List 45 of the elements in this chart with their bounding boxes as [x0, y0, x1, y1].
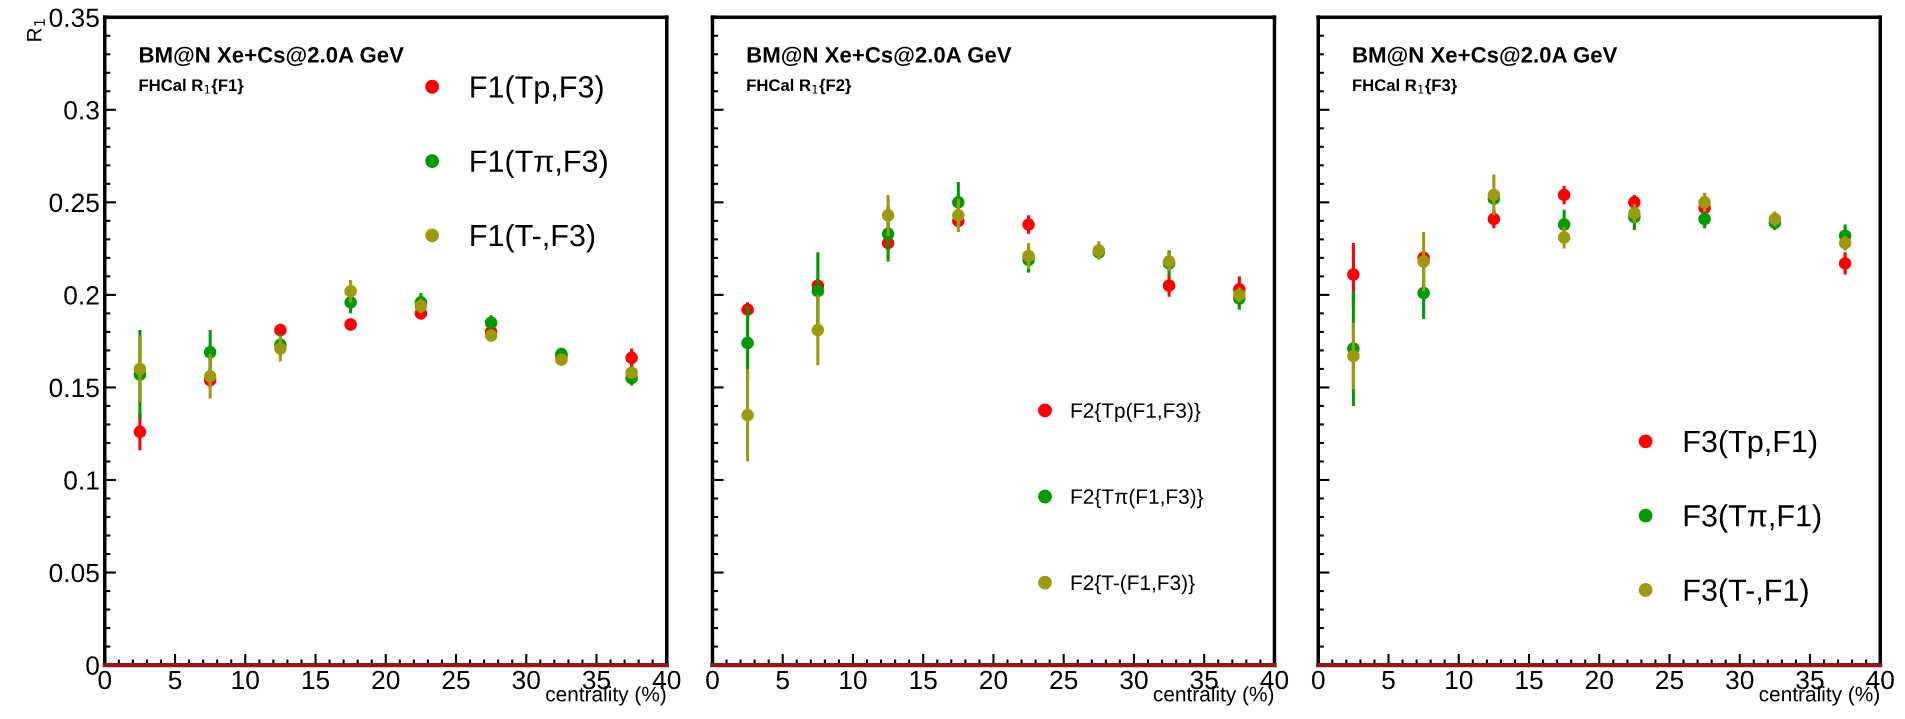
x-tick-label: 30 — [1726, 670, 1754, 690]
annotation: BM@N Xe+Cs@2.0A GeV — [139, 46, 404, 67]
x-tick-label: 0 — [98, 670, 112, 690]
legend-label: F1(Tp,F3) — [471, 75, 603, 104]
annotation: BM@N Xe+Cs@2.0A GeV — [1353, 46, 1618, 67]
x-tick-label: 15 — [910, 670, 937, 690]
y-tick-label: 0.35 — [49, 8, 99, 28]
legend-label: F2{Tp(F1,F3)} — [1071, 402, 1201, 423]
y-tick-label: 0.05 — [49, 563, 99, 583]
x-tick-label: 15 — [1516, 670, 1543, 690]
y-tick-label: 0.3 — [64, 100, 99, 120]
x-tick-label: 10 — [1446, 670, 1473, 690]
legend-label: F2{Tπ(F1,F3)} — [1071, 488, 1204, 509]
x-tick-label: 5 — [168, 670, 182, 690]
x-tick-label: 20 — [980, 670, 1008, 690]
x-tick-label: 0 — [706, 670, 719, 690]
legend-label: F3(Tp,F1) — [1684, 429, 1817, 459]
x-tick-label: 10 — [232, 670, 259, 690]
legend-label: F2{T-(F1,F3)} — [1071, 574, 1195, 595]
x-tick-label: 30 — [512, 670, 540, 690]
annotation: FHCal R$_{1}${F2} — [747, 78, 852, 95]
x-tick-label: 5 — [776, 670, 789, 690]
legend-label: F1(Tπ,F3) — [471, 149, 607, 179]
x-tick-label: 0 — [1311, 670, 1325, 690]
y-tick-label: 0.1 — [64, 471, 99, 490]
x-tick-label: 5 — [1382, 670, 1395, 690]
x-tick-label: 20 — [372, 670, 400, 690]
x-tick-label: 25 — [442, 670, 470, 690]
legend-label: F1(T-,F3) — [471, 223, 595, 253]
x-tick-label: 30 — [1120, 670, 1148, 690]
x-tick-label: 15 — [302, 670, 330, 690]
x-tick-label: 25 — [1656, 670, 1684, 690]
y-tick-label: 0 — [86, 656, 99, 675]
legend-label: F3(Tπ,F1) — [1684, 504, 1821, 533]
y-tick-label: 0.25 — [49, 193, 99, 213]
y-axis-title: R$_{1}$ — [27, 19, 45, 41]
x-tick-label: 20 — [1585, 670, 1613, 690]
y-tick-label: 0.15 — [49, 378, 99, 398]
annotation: FHCal R$_{1}${F3} — [1353, 78, 1458, 95]
legend-label: F3(T-,F1) — [1684, 578, 1808, 608]
x-tick-label: 25 — [1050, 670, 1078, 690]
annotation: FHCal R$_{1}${F1} — [139, 78, 244, 95]
annotation: BM@N Xe+Cs@2.0A GeV — [747, 46, 1012, 67]
y-tick-label: 0.2 — [64, 286, 99, 305]
x-tick-label: 10 — [840, 670, 867, 690]
